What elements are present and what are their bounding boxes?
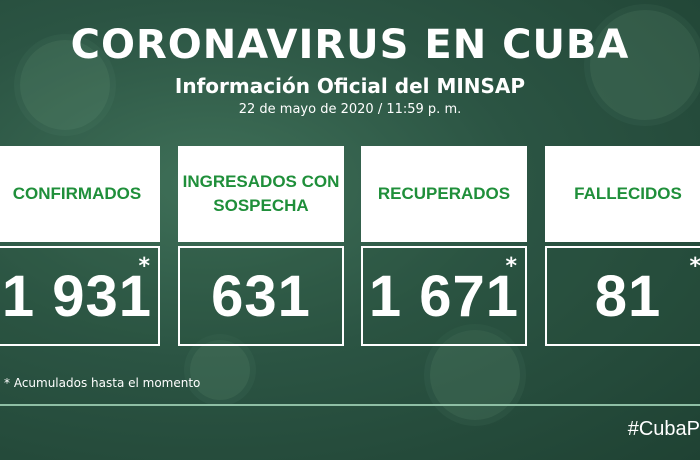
card-ingresados: INGRESADOS CON SOSPECHA 631 <box>178 146 344 346</box>
card-label: RECUPERADOS <box>361 146 527 242</box>
card-label: INGRESADOS CON SOSPECHA <box>178 146 344 242</box>
card-label: FALLECIDOS <box>545 146 700 242</box>
page-subtitle: Información Oficial del MINSAP <box>174 74 526 98</box>
page-title: CORONAVIRUS EN CUBA <box>70 22 630 68</box>
card-label: CONFIRMADOS <box>0 146 160 242</box>
card-value-box: 1 671 * <box>361 246 527 346</box>
card-recuperados: RECUPERADOS 1 671 * <box>361 146 527 346</box>
virus-decoration <box>190 340 250 400</box>
virus-decoration <box>20 40 110 130</box>
card-confirmados: CONFIRMADOS 1 931 * <box>0 146 160 346</box>
asterisk: * <box>505 254 517 279</box>
asterisk: * <box>689 254 700 279</box>
card-fallecidos: FALLECIDOS 81 * <box>545 146 700 346</box>
card-value: 1 931 <box>1 263 153 329</box>
card-value: 81 <box>594 263 662 329</box>
card-value-box: 631 <box>178 246 344 346</box>
divider <box>0 404 700 406</box>
date-stamp: 22 de mayo de 2020 / 11:59 p. m. <box>238 102 462 117</box>
card-value-box: 1 931 * <box>0 246 160 346</box>
virus-decoration <box>590 10 700 120</box>
card-value-box: 81 * <box>545 246 700 346</box>
asterisk: * <box>138 254 150 279</box>
hashtag-link[interactable]: #CubaP <box>627 418 700 440</box>
card-value: 631 <box>211 263 311 329</box>
card-value: 1 671 <box>368 263 520 329</box>
footnote: * Acumulados hasta el momento <box>4 376 201 390</box>
